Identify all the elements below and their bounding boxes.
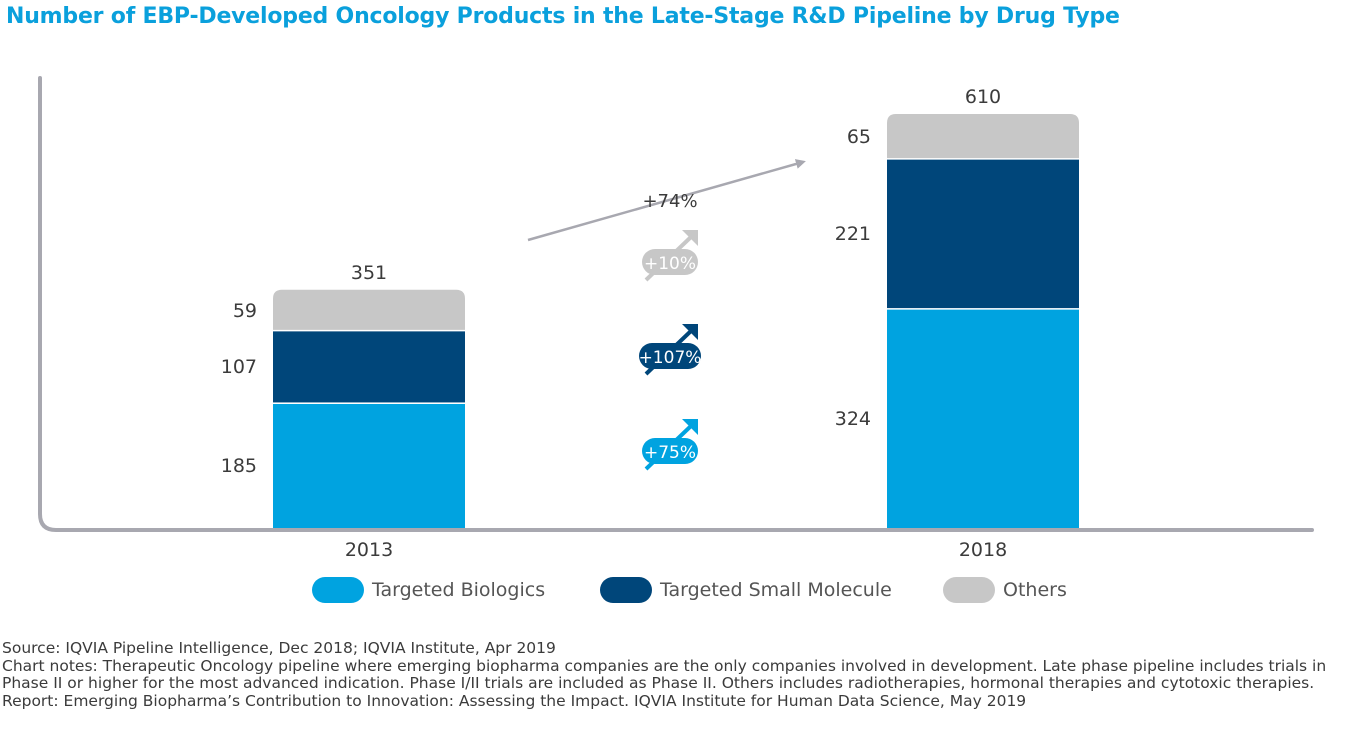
chart-title: Number of EBP-Developed Oncology Product… [6, 4, 1120, 29]
chart-notes-text: Chart notes: Therapeutic Oncology pipeli… [2, 656, 1327, 692]
badge-pill [642, 249, 698, 275]
change-badge-targeted-biologics: +75% [642, 419, 698, 471]
badge-arrow-head [682, 324, 698, 340]
badge-arrow-head [682, 230, 698, 246]
total-label: 351 [351, 262, 387, 284]
total-label: 610 [965, 86, 1001, 108]
report-note: Report: Emerging Biopharma’s Contributio… [2, 691, 1027, 710]
legend-label: Targeted Small Molecule [659, 579, 892, 601]
badge-pill [639, 343, 701, 369]
stacked-bar-chart: 185 107 59 351 2013 324 221 65 610 2018 +74% +10%… [38, 76, 1314, 603]
source-note: Source: IQVIA Pipeline Intelligence, Dec… [2, 639, 556, 657]
bar-targeted-biologics-2018 [887, 308, 1079, 528]
badge-arrow-head [682, 419, 698, 435]
bar-targeted-biologics-2013 [273, 402, 465, 528]
axis-line [38, 76, 1314, 532]
value-label: 324 [835, 408, 871, 430]
legend-swatch [312, 577, 364, 603]
legend-swatch [943, 577, 995, 603]
value-label: 59 [233, 300, 257, 322]
total-change-label: +74% [642, 191, 697, 212]
chart-notes: Source: IQVIA Pipeline Intelligence, Dec… [2, 639, 1347, 710]
change-label: +107% [639, 348, 702, 368]
bar-others-2013 [273, 289, 465, 330]
growth-arrow [527, 159, 806, 242]
value-label: 185 [221, 455, 257, 477]
x-tick-label: 2013 [345, 539, 393, 561]
change-badge-others: +10% [642, 230, 698, 282]
change-badge-targeted-small-molecule: +107% [639, 324, 702, 376]
legend-swatch [600, 577, 652, 603]
bar-targeted-small-molecule-2013 [273, 329, 465, 403]
x-tick-label: 2018 [959, 539, 1007, 561]
legend-label: Targeted Biologics [371, 579, 545, 601]
bar-targeted-small-molecule-2018 [887, 158, 1079, 309]
value-label: 221 [835, 223, 871, 245]
change-label: +10% [644, 254, 696, 274]
value-label: 65 [847, 126, 871, 148]
badge-pill [642, 438, 698, 464]
change-label: +75% [644, 443, 696, 463]
bar-others-2018 [887, 113, 1079, 159]
value-label: 107 [221, 356, 257, 378]
legend-label: Others [1003, 579, 1067, 601]
